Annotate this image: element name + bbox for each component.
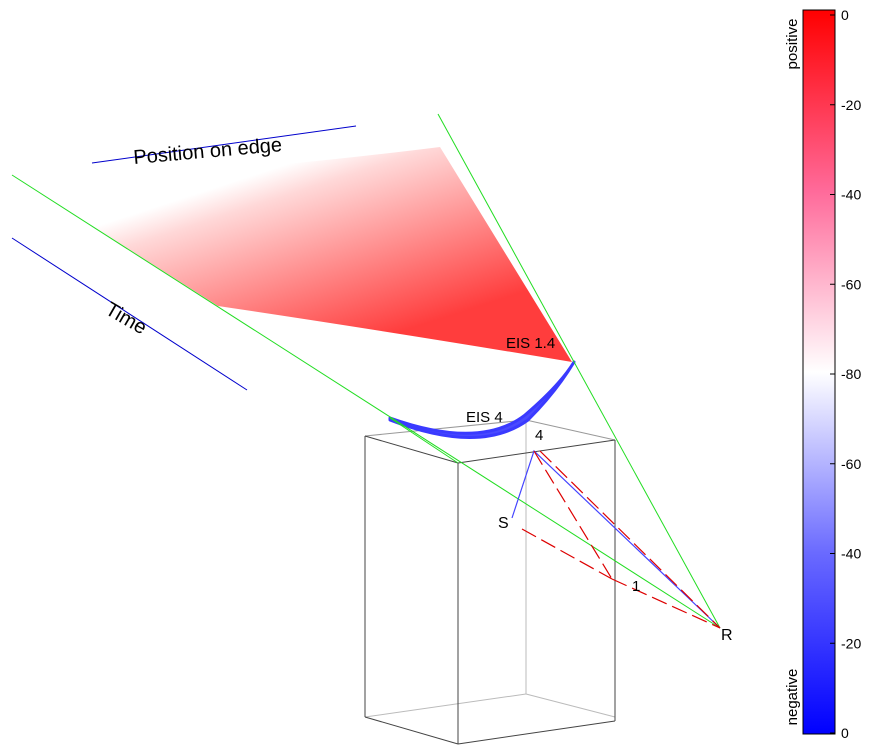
eis-bottom-label: EIS 4 — [466, 409, 503, 426]
direct-ray-solid — [511, 449, 721, 629]
position-axis-label: Position on edge — [133, 134, 283, 169]
positive-surface — [12, 147, 572, 362]
colorbar-bottom-label: negative — [784, 669, 801, 726]
eis-top-label: EIS 1.4 — [506, 335, 555, 352]
colorbar-tick-label: -80 — [841, 366, 861, 382]
colorbar: 0 -20 -40 -60 -80 -60 -40 -20 0 positive negativ… — [784, 7, 861, 741]
negative-band — [388, 360, 576, 439]
dashed-ray-4 — [611, 578, 721, 629]
point-r-label: R — [721, 627, 733, 644]
colorbar-top-label: positive — [784, 19, 801, 70]
dashed-ray-2 — [533, 450, 613, 580]
colorbar-tick-label: -40 — [841, 187, 861, 203]
point-4-label: 4 — [535, 427, 543, 444]
time-axis-line — [11, 237, 248, 391]
ray-paths — [511, 449, 721, 629]
dashed-ray-3 — [539, 450, 721, 629]
time-axis-label: Time — [102, 298, 151, 339]
colorbar-tick-label: 0 — [841, 7, 849, 23]
point-1-label: 1 — [632, 578, 640, 595]
colorbar-tick-label: 0 — [841, 725, 849, 741]
colorbar-ticks — [830, 14, 835, 734]
colorbar-tick-label: -20 — [841, 97, 861, 113]
colorbar-tick-label: -20 — [841, 635, 861, 651]
axis-lines — [11, 125, 357, 391]
receiver-box — [364, 419, 616, 745]
colorbar-tick-label: -40 — [841, 546, 861, 562]
point-s-label: S — [498, 515, 509, 532]
dashed-ray-1 — [521, 528, 613, 580]
colorbar-gradient — [802, 9, 836, 735]
colorbar-tick-labels: 0 -20 -40 -60 -80 -60 -40 -20 0 — [841, 7, 861, 741]
position-axis-line — [91, 125, 357, 164]
colorbar-tick-label: -60 — [841, 276, 861, 292]
edge-lines — [11, 113, 721, 629]
colorbar-tick-label: -60 — [841, 456, 861, 472]
